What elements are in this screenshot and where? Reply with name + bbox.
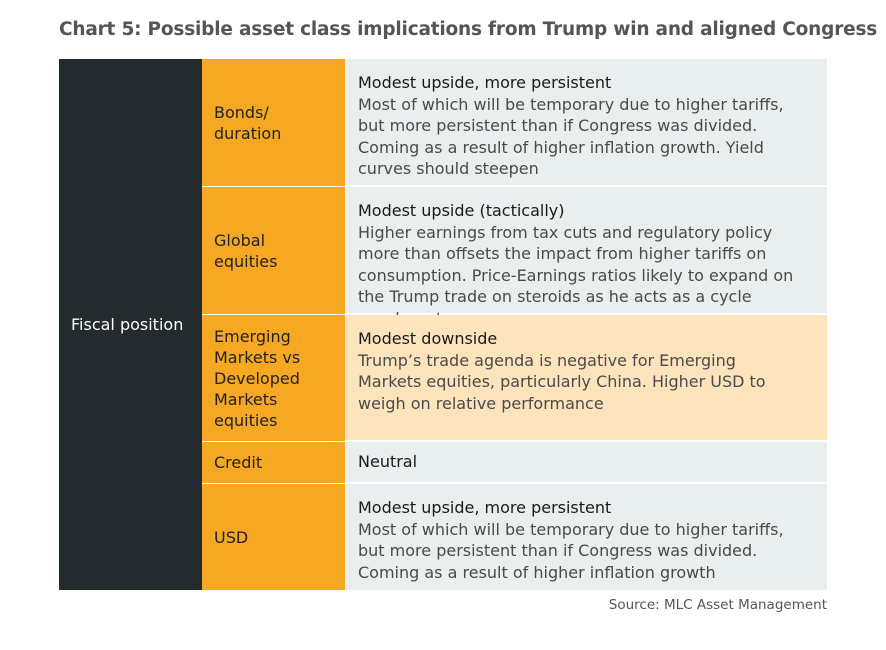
implication-body: Most of which will be temporary due to h… bbox=[358, 94, 784, 179]
implication-global-equities: Modest upside (tactically) Higher earnin… bbox=[345, 187, 827, 328]
implication-em-vs-dm-equities: Modest downside Trump’s trade agenda is … bbox=[345, 315, 827, 442]
implication-heading: Modest upside (tactically) bbox=[358, 201, 565, 220]
implication-heading: Modest upside, more persistent bbox=[358, 73, 612, 92]
implication-usd: Modest upside, more persistent Most of w… bbox=[345, 484, 827, 590]
implications-table: Fiscal position Bonds/duration Modest up… bbox=[59, 59, 827, 590]
row-header-label: Fiscal position bbox=[71, 315, 184, 334]
category-label: Emerging Markets vs Developed Markets equiti… bbox=[214, 326, 301, 430]
category-label: Bonds/duration bbox=[214, 102, 282, 143]
chart-title: Chart 5: Possible asset class implicatio… bbox=[59, 19, 878, 40]
source-note: Source: MLC Asset Management bbox=[608, 597, 827, 613]
implication-heading: Modest upside, more persistent bbox=[358, 498, 612, 517]
category-bonds-duration: Bonds/duration bbox=[202, 59, 345, 187]
category-label: USD bbox=[214, 527, 249, 547]
category-label: Credit bbox=[214, 453, 263, 472]
category-credit: Credit bbox=[202, 442, 345, 484]
category-em-vs-dm-equities: Emerging Markets vs Developed Markets equiti… bbox=[202, 315, 345, 442]
row-header-fiscal-position: Fiscal position bbox=[59, 59, 202, 590]
implication-heading: Neutral bbox=[358, 452, 418, 472]
implication-body: Trump’s trade agenda is negative for Eme… bbox=[358, 350, 766, 413]
category-global-equities: Global equities bbox=[202, 187, 345, 315]
category-usd: USD bbox=[202, 484, 345, 590]
implication-body: Most of which will be temporary due to h… bbox=[358, 519, 784, 582]
implication-body: Higher earnings from tax cuts and regula… bbox=[358, 222, 794, 328]
implication-bonds-duration: Modest upside, more persistent Most of w… bbox=[345, 59, 827, 187]
category-label: Global equities bbox=[214, 230, 278, 271]
implication-credit: Neutral bbox=[345, 442, 827, 484]
implication-heading: Modest downside bbox=[358, 329, 498, 348]
